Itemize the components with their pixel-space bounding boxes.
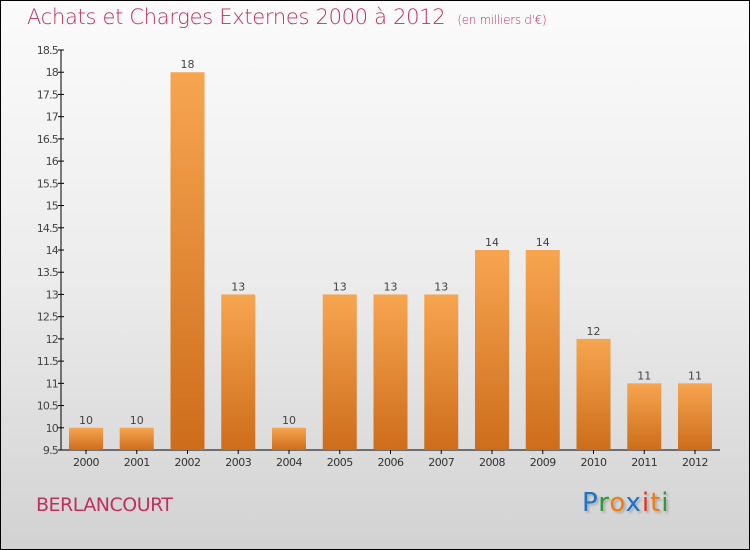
data-label: 10 [79, 414, 93, 427]
bar-2012 [678, 383, 712, 450]
x-tick-label: 2001 [124, 456, 150, 469]
data-label: 10 [130, 414, 144, 427]
data-label: 14 [485, 236, 499, 249]
y-tick-label: 11 [46, 377, 58, 390]
x-tick-label: 2000 [73, 456, 99, 469]
bar-2001 [119, 427, 154, 450]
y-tick-label: 13.5 [37, 266, 59, 279]
y-tick-label: 13 [46, 288, 59, 301]
logo-letter: i [641, 488, 651, 518]
x-tick-label: 2002 [175, 456, 201, 469]
bar-2006 [373, 294, 408, 450]
x-tick-label: 2007 [428, 456, 454, 469]
y-tick-label: 18 [46, 66, 59, 79]
data-label: 11 [637, 369, 651, 382]
bar-2007 [424, 294, 459, 450]
x-tick-label: 2012 [682, 456, 708, 469]
y-tick-label: 15.5 [37, 177, 59, 190]
y-tick-label: 11.5 [37, 355, 59, 368]
data-label: 13 [434, 280, 448, 293]
x-tick-label: 2010 [581, 456, 607, 469]
data-label: 13 [333, 280, 347, 293]
data-label: 12 [587, 325, 601, 338]
y-tick-label: 12 [46, 333, 58, 346]
town-name: BERLANCOURT [36, 494, 173, 516]
bar-2003 [221, 294, 256, 450]
data-label: 13 [231, 280, 245, 293]
bar-2000 [69, 427, 103, 450]
x-tick-label: 2006 [378, 456, 404, 469]
data-label: 18 [181, 58, 195, 71]
logo-letter: i [661, 488, 670, 518]
logo-letter: o [609, 488, 626, 518]
y-tick-label: 18.5 [37, 44, 59, 57]
y-tick-label: 10 [46, 422, 59, 435]
bar-2011 [627, 383, 662, 450]
logo-letter: r [598, 488, 610, 518]
y-tick-label: 12.5 [37, 311, 59, 324]
bar-2008 [475, 250, 509, 450]
bar-2002 [170, 72, 205, 450]
logo-letter: t [650, 488, 662, 518]
y-tick-label: 16.5 [37, 133, 59, 146]
chart-title: Achats et Charges Externes 2000 à 2012 (e… [27, 5, 547, 29]
y-tick-label: 17 [46, 111, 59, 124]
y-tick-label: 16 [46, 155, 59, 168]
y-tick-label: 15 [46, 200, 59, 213]
data-label: 14 [536, 236, 550, 249]
logo-letter: x [625, 488, 642, 518]
x-tick-label: 2009 [530, 456, 556, 469]
x-tick-label: 2011 [631, 456, 657, 469]
y-tick-label: 17.5 [37, 88, 59, 101]
x-tick-label: 2003 [225, 456, 251, 469]
title-text: Achats et Charges Externes 2000 à 2012 [27, 5, 446, 29]
y-tick-label: 14.5 [37, 222, 59, 235]
logo-letter: P [582, 488, 599, 518]
x-tick-label: 2005 [327, 456, 353, 469]
proxiti-logo: Proxiti [582, 488, 670, 518]
bar-2005 [322, 294, 357, 450]
bar-2004 [272, 427, 306, 450]
data-label: 10 [282, 414, 296, 427]
y-tick-label: 9.5 [43, 444, 59, 457]
x-tick-label: 2004 [276, 456, 302, 469]
y-tick-label: 10.5 [37, 400, 59, 413]
data-label: 13 [384, 280, 398, 293]
data-label: 11 [688, 369, 702, 382]
bar-2010 [576, 338, 611, 450]
unit-label: (en milliers d'€) [457, 13, 547, 27]
x-tick-label: 2008 [479, 456, 505, 469]
bar-2009 [525, 250, 560, 450]
y-tick-label: 14 [46, 244, 59, 257]
